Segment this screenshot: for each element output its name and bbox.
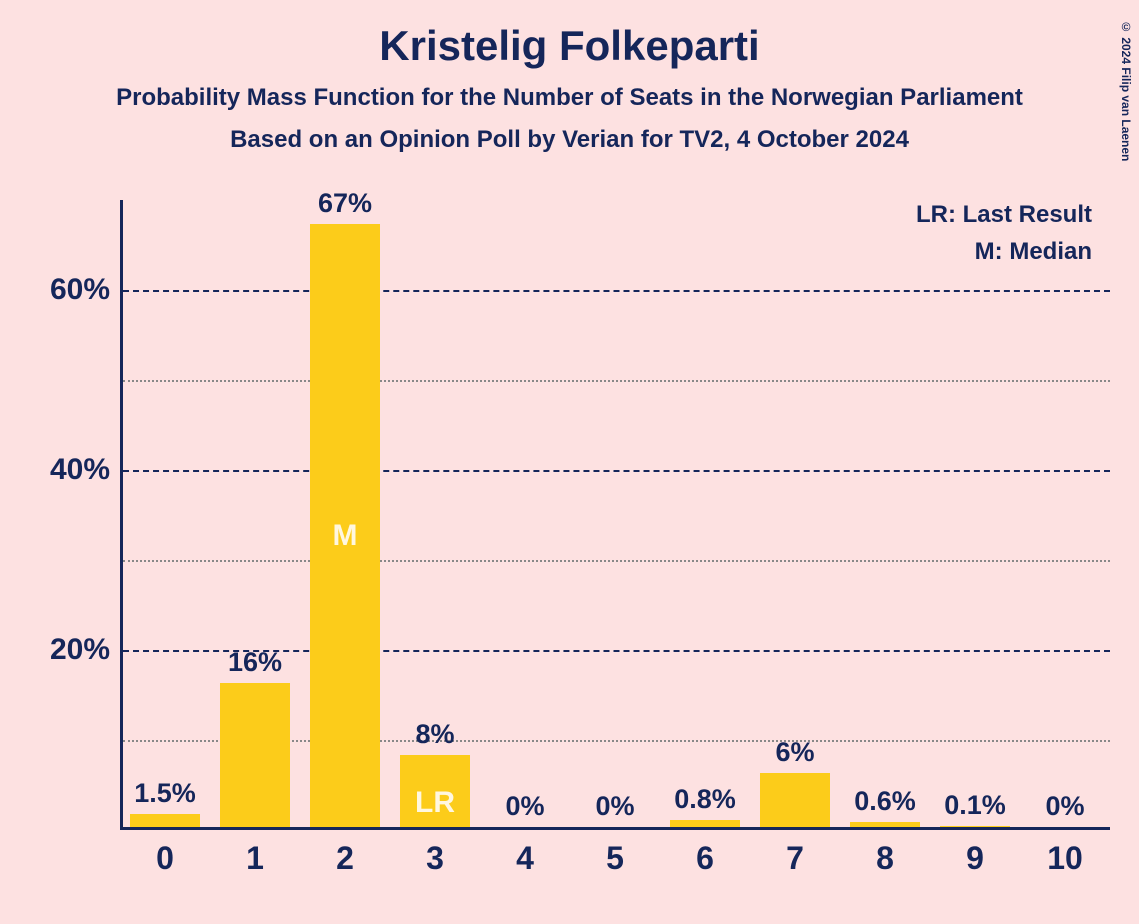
copyright-text: © 2024 Filip van Laenen: [1119, 20, 1133, 161]
grid-major: [123, 470, 1110, 472]
last-result-label: LR: [415, 786, 455, 820]
bar: [130, 814, 200, 828]
grid-minor: [123, 560, 1110, 562]
chart-area: LR: Last Result M: Median 20%40%60%1.5%0…: [120, 200, 1110, 830]
bar-value-label: 16%: [228, 647, 282, 678]
x-tick-label: 5: [606, 840, 624, 877]
x-tick-label: 6: [696, 840, 714, 877]
bar-value-label: 67%: [318, 188, 372, 219]
x-tick-label: 4: [516, 840, 534, 877]
bar: [850, 822, 920, 827]
grid-major: [123, 290, 1110, 292]
bar-value-label: 1.5%: [134, 778, 196, 809]
x-tick-label: 0: [156, 840, 174, 877]
x-axis: [120, 827, 1110, 830]
x-tick-label: 1: [246, 840, 264, 877]
bar: [760, 773, 830, 827]
bar: [220, 683, 290, 827]
bar-value-label: 0.1%: [944, 790, 1006, 821]
bar-value-label: 0.6%: [854, 786, 916, 817]
x-tick-label: 10: [1047, 840, 1083, 877]
subtitle-line-1: Probability Mass Function for the Number…: [0, 84, 1139, 112]
bar-value-label: 0.8%: [674, 784, 736, 815]
bar: [940, 826, 1010, 827]
page-title: Kristelig Folkeparti: [0, 0, 1139, 70]
bar-value-label: 8%: [415, 719, 454, 750]
grid-minor: [123, 380, 1110, 382]
y-axis: [120, 200, 123, 830]
x-tick-label: 2: [336, 840, 354, 877]
bar-value-label: 0%: [1045, 791, 1084, 822]
y-tick-label: 60%: [50, 273, 110, 307]
subtitle-line-2: Based on an Opinion Poll by Verian for T…: [0, 126, 1139, 154]
x-tick-label: 3: [426, 840, 444, 877]
median-label: M: [333, 519, 358, 553]
legend-lr: LR: Last Result: [916, 196, 1092, 233]
x-tick-label: 8: [876, 840, 894, 877]
legend: LR: Last Result M: Median: [916, 196, 1092, 270]
x-tick-label: 7: [786, 840, 804, 877]
legend-m: M: Median: [916, 233, 1092, 270]
bar-value-label: 0%: [595, 791, 634, 822]
y-tick-label: 20%: [50, 633, 110, 667]
x-tick-label: 9: [966, 840, 984, 877]
bar-value-label: 6%: [775, 737, 814, 768]
y-tick-label: 40%: [50, 453, 110, 487]
bar: [670, 820, 740, 827]
bar-value-label: 0%: [505, 791, 544, 822]
